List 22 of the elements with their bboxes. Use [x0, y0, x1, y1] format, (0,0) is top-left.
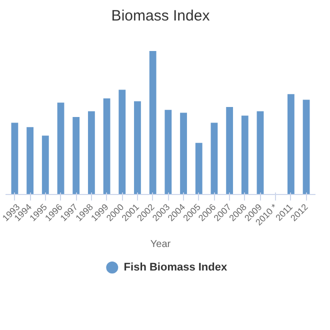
bar [256, 111, 264, 194]
bar [57, 102, 64, 194]
x-axis-title: Year [150, 238, 172, 250]
bar [210, 122, 218, 194]
bar [164, 110, 172, 194]
bar [103, 98, 110, 194]
legend-label: Fish Biomass Index [124, 262, 228, 274]
bar [241, 116, 248, 194]
bar [42, 136, 49, 194]
bar [118, 90, 126, 194]
bar [72, 117, 80, 194]
bar [149, 51, 156, 194]
chart-title: Biomass Index [111, 8, 210, 24]
bar [11, 122, 18, 194]
bar [302, 100, 310, 194]
bar [26, 127, 34, 194]
bar [195, 142, 202, 194]
bar [88, 111, 95, 194]
bar [180, 112, 187, 194]
bar [287, 94, 294, 194]
bar [226, 106, 234, 194]
bar [134, 101, 141, 194]
